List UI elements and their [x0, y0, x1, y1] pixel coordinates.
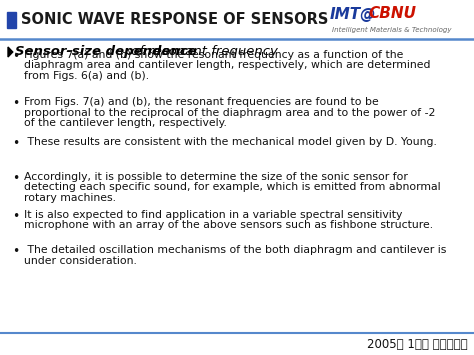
Text: •: • — [12, 97, 19, 110]
Bar — [0, 0, 474, 38]
Text: It is also expected to find application in a variable spectral sensitivity: It is also expected to find application … — [24, 210, 402, 220]
Text: Sensor-size dependence: Sensor-size dependence — [15, 45, 197, 59]
Text: From Figs. 7(a) and (b), the resonant frequencies are found to be: From Figs. 7(a) and (b), the resonant fr… — [24, 97, 379, 107]
Text: proportional to the reciprocal of the diaphragm area and to the power of -2: proportional to the reciprocal of the di… — [24, 108, 436, 118]
Text: IMT@: IMT@ — [330, 6, 376, 22]
Text: •: • — [12, 50, 19, 63]
Text: detecting each specific sound, for example, which is emitted from abnormal: detecting each specific sound, for examp… — [24, 182, 441, 192]
Bar — [7, 12, 16, 28]
Polygon shape — [8, 47, 13, 57]
Text: CBNU: CBNU — [368, 6, 416, 22]
Text: Accordingly, it is possible to determine the size of the sonic sensor for: Accordingly, it is possible to determine… — [24, 172, 408, 182]
Text: •: • — [12, 210, 19, 223]
Text: These results are consistent with the mechanical model given by D. Young.: These results are consistent with the me… — [24, 137, 437, 147]
Text: Figures 7(a) and (b) show the resonant frequency as a function of the: Figures 7(a) and (b) show the resonant f… — [24, 50, 403, 60]
Text: diaphragm area and cantilever length, respectively, which are determined: diaphragm area and cantilever length, re… — [24, 60, 430, 71]
Text: of resonant frequency: of resonant frequency — [127, 45, 278, 59]
Text: The detailed oscillation mechanisms of the both diaphragm and cantilever is: The detailed oscillation mechanisms of t… — [24, 245, 447, 255]
Text: microphone with an array of the above sensors such as fishbone structure.: microphone with an array of the above se… — [24, 220, 433, 230]
Text: under consideration.: under consideration. — [24, 256, 137, 266]
Text: •: • — [12, 137, 19, 150]
Text: SONIC WAVE RESPONSE OF SENSORS: SONIC WAVE RESPONSE OF SENSORS — [21, 11, 328, 27]
Text: •: • — [12, 245, 19, 258]
Text: 2005년 1학기 논문세미나: 2005년 1학기 논문세미나 — [367, 339, 468, 351]
Text: •: • — [12, 172, 19, 185]
Text: of the cantilever length, respectively.: of the cantilever length, respectively. — [24, 118, 227, 128]
Text: from Figs. 6(a) and (b).: from Figs. 6(a) and (b). — [24, 71, 149, 81]
Text: Intelligent Materials & Technology: Intelligent Materials & Technology — [332, 27, 452, 33]
Text: rotary machines.: rotary machines. — [24, 193, 116, 203]
